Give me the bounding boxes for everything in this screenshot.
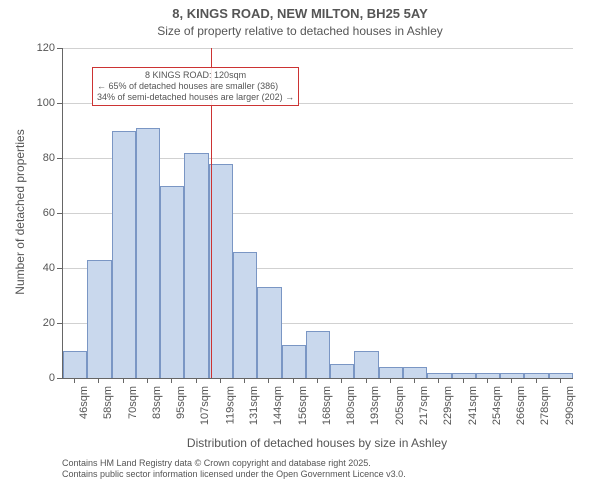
- x-tick-mark: [317, 378, 318, 383]
- histogram-bar: [63, 351, 87, 379]
- x-tick-mark: [220, 378, 221, 383]
- histogram-bar: [330, 364, 354, 378]
- y-tick-mark: [57, 103, 62, 104]
- histogram-bar: [354, 351, 378, 379]
- y-tick-label: 80: [27, 152, 55, 164]
- x-tick-label: 168sqm: [321, 386, 333, 425]
- x-tick-label: 70sqm: [127, 386, 139, 419]
- y-tick-mark: [57, 48, 62, 49]
- y-tick-label: 20: [27, 317, 55, 329]
- footer-line: Contains public sector information licen…: [62, 469, 406, 480]
- footer-line: Contains HM Land Registry data © Crown c…: [62, 458, 406, 469]
- x-tick-mark: [511, 378, 512, 383]
- x-tick-mark: [463, 378, 464, 383]
- x-tick-label: 193sqm: [370, 386, 382, 425]
- x-tick-label: 156sqm: [297, 386, 309, 425]
- x-tick-label: 46sqm: [78, 386, 90, 419]
- x-tick-label: 83sqm: [151, 386, 163, 419]
- x-tick-mark: [268, 378, 269, 383]
- y-tick-label: 100: [27, 97, 55, 109]
- x-tick-mark: [487, 378, 488, 383]
- x-tick-mark: [244, 378, 245, 383]
- x-tick-mark: [171, 378, 172, 383]
- histogram-bar: [452, 373, 476, 379]
- x-tick-mark: [196, 378, 197, 383]
- x-tick-label: 119sqm: [224, 386, 236, 424]
- x-tick-mark: [74, 378, 75, 383]
- histogram-bar: [184, 153, 208, 379]
- x-tick-mark: [560, 378, 561, 383]
- y-tick-mark: [57, 213, 62, 214]
- histogram-bar: [209, 164, 233, 379]
- x-tick-label: 278sqm: [540, 386, 552, 425]
- x-tick-label: 131sqm: [248, 386, 260, 425]
- histogram-bar: [500, 373, 524, 379]
- annotation-line: ← 65% of detached houses are smaller (38…: [97, 81, 294, 92]
- histogram-bar: [379, 367, 403, 378]
- x-tick-mark: [390, 378, 391, 383]
- y-tick-label: 40: [27, 262, 55, 274]
- annotation-box: 8 KINGS ROAD: 120sqm ← 65% of detached h…: [92, 67, 299, 105]
- histogram-bar: [427, 373, 451, 379]
- x-tick-label: 144sqm: [272, 386, 284, 425]
- x-tick-label: 254sqm: [491, 386, 503, 425]
- histogram-bar: [160, 186, 184, 379]
- histogram-bar: [112, 131, 136, 379]
- x-tick-mark: [123, 378, 124, 383]
- annotation-line: 34% of semi-detached houses are larger (…: [97, 92, 294, 103]
- chart-container: 8, KINGS ROAD, NEW MILTON, BH25 5AY Size…: [0, 0, 600, 500]
- y-axis-label: Number of detached properties: [13, 62, 27, 362]
- histogram-bar: [403, 367, 427, 378]
- y-tick-mark: [57, 378, 62, 379]
- annotation-line: 8 KINGS ROAD: 120sqm: [97, 70, 294, 81]
- histogram-bar: [257, 287, 281, 378]
- y-tick-label: 120: [27, 42, 55, 54]
- histogram-bar: [87, 260, 111, 378]
- x-tick-mark: [147, 378, 148, 383]
- x-tick-mark: [341, 378, 342, 383]
- x-tick-mark: [98, 378, 99, 383]
- x-tick-mark: [536, 378, 537, 383]
- y-tick-mark: [57, 158, 62, 159]
- footer-text: Contains HM Land Registry data © Crown c…: [62, 458, 406, 480]
- x-tick-mark: [414, 378, 415, 383]
- x-axis-label: Distribution of detached houses by size …: [62, 436, 572, 450]
- x-tick-label: 266sqm: [515, 386, 527, 425]
- histogram-bar: [549, 373, 573, 379]
- chart-subtitle: Size of property relative to detached ho…: [0, 24, 600, 38]
- histogram-bar: [233, 252, 257, 379]
- gridline: [63, 48, 573, 49]
- x-tick-label: 95sqm: [175, 386, 187, 419]
- y-tick-label: 60: [27, 207, 55, 219]
- histogram-bar: [136, 128, 160, 378]
- x-tick-mark: [293, 378, 294, 383]
- x-tick-label: 217sqm: [418, 386, 430, 425]
- x-tick-mark: [366, 378, 367, 383]
- x-tick-label: 205sqm: [394, 386, 406, 425]
- x-tick-label: 58sqm: [102, 386, 114, 419]
- chart-title: 8, KINGS ROAD, NEW MILTON, BH25 5AY: [0, 6, 600, 21]
- x-tick-label: 107sqm: [200, 386, 212, 425]
- histogram-bar: [306, 331, 330, 378]
- y-tick-label: 0: [27, 372, 55, 384]
- x-tick-label: 290sqm: [564, 386, 576, 425]
- y-tick-mark: [57, 323, 62, 324]
- histogram-bar: [282, 345, 306, 378]
- x-tick-label: 241sqm: [467, 386, 479, 425]
- histogram-bar: [524, 373, 548, 379]
- y-tick-mark: [57, 268, 62, 269]
- x-tick-mark: [438, 378, 439, 383]
- x-tick-label: 229sqm: [442, 386, 454, 425]
- x-tick-label: 180sqm: [345, 386, 357, 425]
